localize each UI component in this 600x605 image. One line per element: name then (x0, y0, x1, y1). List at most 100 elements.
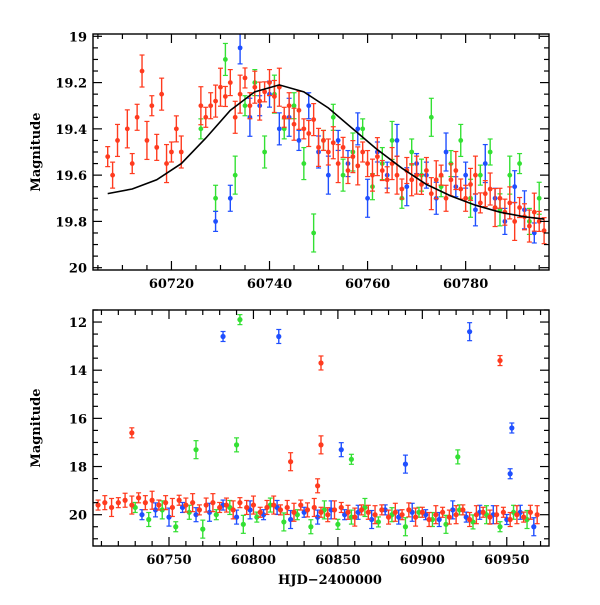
bottom-blue-point (467, 329, 473, 335)
top-red-point (424, 168, 429, 173)
bottom-red-point (122, 497, 128, 503)
bottom-red-point (169, 504, 175, 511)
top-plot-frame (92, 33, 550, 271)
bottom-red-point (507, 516, 513, 523)
top-red-point (443, 195, 449, 201)
bottom-red-point (217, 504, 223, 511)
top-green-point (487, 149, 493, 155)
top-red-point (448, 177, 454, 183)
top-red-point (458, 186, 464, 192)
top-blue-point (394, 138, 400, 143)
top-red-point (105, 154, 111, 160)
top-green-point (507, 172, 513, 178)
bottom-green-point (240, 521, 246, 527)
bottom-red-point (399, 512, 405, 518)
bottom-blue-point (509, 425, 515, 431)
bottom-red-point (257, 509, 263, 515)
top-green-point (360, 126, 366, 132)
model-curve (107, 84, 545, 220)
top-red-point (281, 114, 287, 120)
top-blue-point (443, 149, 449, 155)
top-blue-point (482, 161, 488, 166)
bottom-green-point (455, 454, 461, 460)
bottom-green-point (281, 519, 287, 525)
bottom-red-point (406, 507, 412, 513)
bottom-blue-point (276, 333, 282, 340)
bottom-blue-point (220, 333, 226, 340)
top-blue-point (365, 195, 370, 201)
top-red-point (252, 84, 258, 90)
top-red-point (531, 209, 537, 215)
top-y-axis-label: Magnitude (29, 112, 44, 191)
top-red-point (169, 149, 174, 155)
top-blue-point (335, 138, 341, 143)
top-y-tick-label: 19.4 (55, 123, 87, 138)
bottom-x-axis-label: HJD−2400000 (278, 573, 382, 588)
top-red-point (541, 228, 547, 234)
top-green-point (198, 126, 204, 132)
top-red-point (536, 219, 542, 224)
bottom-blue-point (139, 512, 145, 518)
top-red-point (428, 191, 434, 197)
top-red-point (492, 205, 498, 210)
bottom-red-point (440, 509, 446, 515)
bottom-green-point (308, 524, 314, 530)
top-red-point (487, 186, 493, 192)
top-green-point (536, 195, 542, 201)
top-red-point (340, 144, 346, 150)
bottom-green-point (159, 507, 165, 513)
top-blue-point (325, 172, 331, 178)
top-y-tick-label: 19.2 (55, 77, 87, 92)
bottom-red-point (136, 495, 142, 501)
bottom-red-point (288, 459, 294, 465)
bottom-red-point (311, 504, 317, 511)
top-blue-point (473, 207, 478, 213)
top-red-point (355, 163, 361, 169)
top-plot-area (105, 34, 547, 253)
top-red-point (350, 154, 356, 160)
bottom-x-tick-label: 60850 (315, 553, 360, 568)
bottom-red-point (291, 509, 297, 515)
top-green-point (330, 114, 336, 120)
bottom-blue-point (193, 512, 199, 518)
top-red-point (512, 219, 518, 224)
top-red-point (463, 195, 469, 201)
top-blue-point (463, 172, 469, 178)
bottom-red-point (129, 502, 135, 508)
top-red-point (218, 84, 223, 90)
bottom-red-point (453, 512, 459, 518)
bottom-red-point (372, 512, 378, 518)
top-blue-point (237, 45, 243, 51)
top-blue-point (227, 195, 233, 201)
bottom-y-tick-label: 18 (69, 461, 87, 476)
top-red-point (365, 161, 370, 166)
bottom-blue-point (315, 514, 321, 520)
top-red-point (237, 91, 243, 97)
top-red-point (110, 172, 116, 178)
top-red-point (242, 75, 248, 81)
top-red-point (203, 114, 209, 120)
top-green-point (291, 103, 297, 109)
bottom-red-point (500, 509, 506, 515)
top-red-point (124, 126, 130, 132)
bottom-red-point (176, 497, 182, 503)
top-red-point (159, 91, 165, 97)
bottom-red-point (318, 442, 324, 448)
bottom-red-point (433, 512, 439, 518)
bottom-red-point (271, 502, 277, 508)
bottom-red-point (163, 500, 169, 506)
top-blue-point (531, 230, 537, 236)
bottom-red-point (210, 500, 216, 506)
top-red-point (330, 140, 336, 146)
bottom-red-point (315, 483, 321, 489)
bottom-green-point (254, 514, 260, 520)
bottom-x-tick-label: 60950 (484, 553, 529, 568)
bottom-red-point (527, 509, 534, 515)
top-green-point (340, 172, 346, 178)
bottom-red-point (497, 357, 503, 364)
top-red-point (409, 177, 415, 183)
top-red-point (139, 68, 145, 74)
bottom-red-point (156, 502, 162, 508)
top-x-tick-label: 60760 (345, 277, 390, 292)
